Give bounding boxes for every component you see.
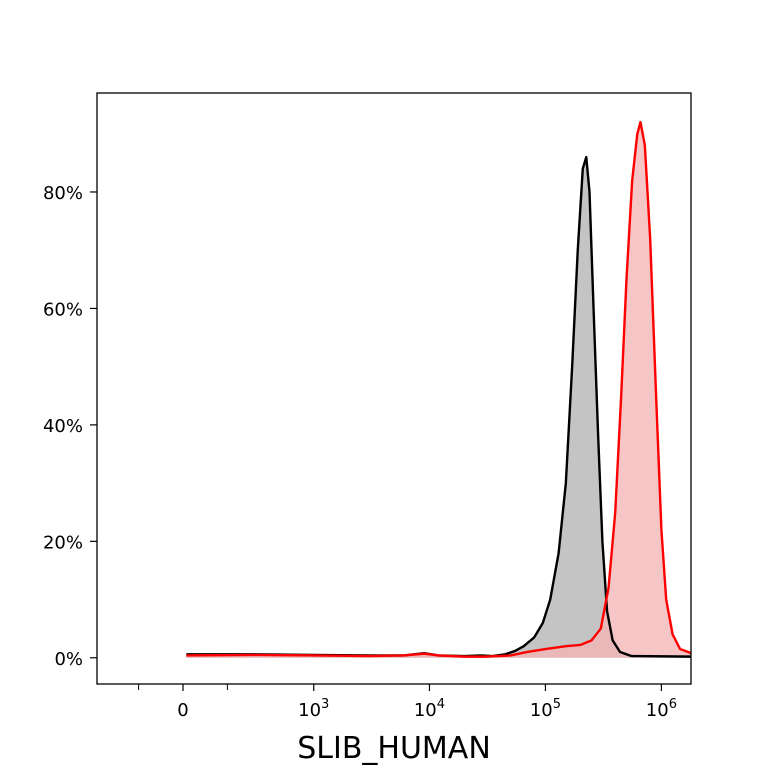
- y-tick-label: 80%: [43, 183, 83, 204]
- series-1-fill: [186, 157, 691, 658]
- axes-layer: 0% 20% 40% 60% 80% 0 103 104 105 106: [43, 92, 692, 721]
- series-2-line: [186, 120, 692, 658]
- x-axis-title: SLIB_HUMAN: [297, 731, 491, 766]
- series-2-fill: [186, 122, 691, 658]
- x-tick-label: 0: [177, 700, 188, 721]
- series-layer: [186, 120, 692, 658]
- plot-frame: [96, 92, 692, 685]
- y-tick-label: 20%: [43, 532, 83, 553]
- x-tick-label: 105: [530, 697, 561, 721]
- y-tick-label: 60%: [43, 299, 83, 320]
- x-tick-label: 106: [646, 697, 677, 721]
- x-tick-label: 103: [298, 697, 329, 721]
- y-tick-label: 40%: [43, 416, 83, 437]
- y-tick-label: 0%: [54, 649, 83, 670]
- x-tick-label: 104: [414, 697, 445, 721]
